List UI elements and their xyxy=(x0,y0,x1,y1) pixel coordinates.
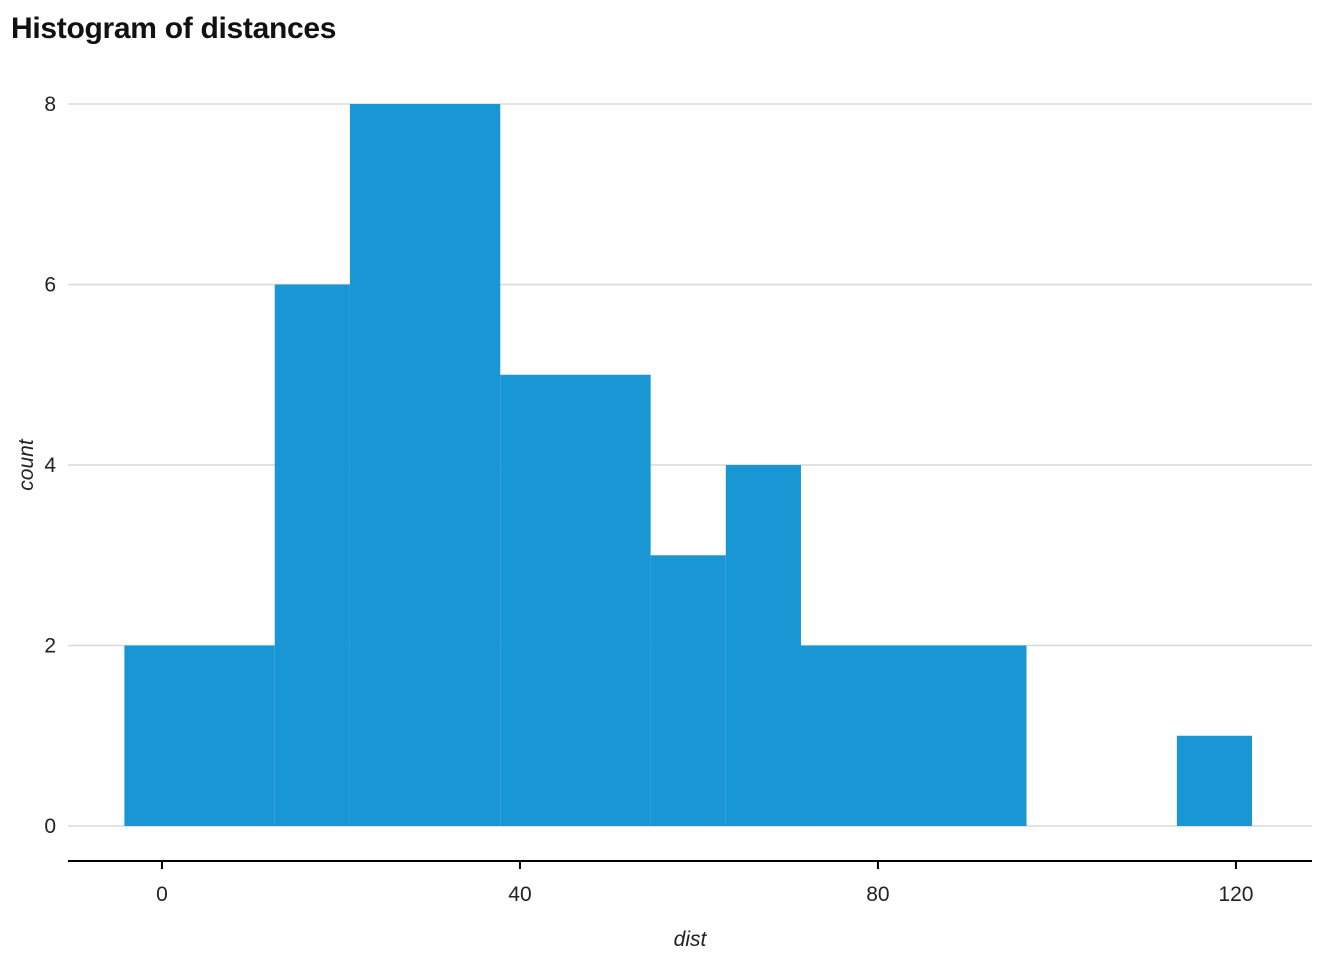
histogram-bar xyxy=(124,645,275,826)
x-tick-label: 80 xyxy=(866,883,889,906)
y-axis-ticks: 0 2 4 6 8 xyxy=(44,93,56,838)
y-tick-label: 4 xyxy=(44,454,56,477)
x-tick-label: 120 xyxy=(1218,883,1253,906)
histogram-bar xyxy=(725,465,801,826)
y-axis-title: count xyxy=(15,438,38,491)
y-tick-label: 8 xyxy=(44,93,56,116)
y-tick-label: 2 xyxy=(44,635,56,658)
histogram-bar xyxy=(650,555,726,826)
x-tick-label: 40 xyxy=(508,883,531,906)
histogram-bar xyxy=(500,374,651,826)
y-tick-label: 0 xyxy=(44,815,56,838)
x-axis-title: dist xyxy=(674,928,708,951)
histogram-bars xyxy=(124,104,1253,826)
x-tick-label: 0 xyxy=(156,883,168,906)
histogram-bar xyxy=(800,645,1027,826)
histogram-bar xyxy=(349,104,501,826)
histogram-bar xyxy=(1176,735,1253,826)
y-tick-label: 6 xyxy=(44,274,56,297)
x-axis-ticks: 0 40 80 120 xyxy=(156,861,1253,906)
chart-title: Histogram of distances xyxy=(11,12,337,45)
histogram-bar xyxy=(274,284,350,826)
